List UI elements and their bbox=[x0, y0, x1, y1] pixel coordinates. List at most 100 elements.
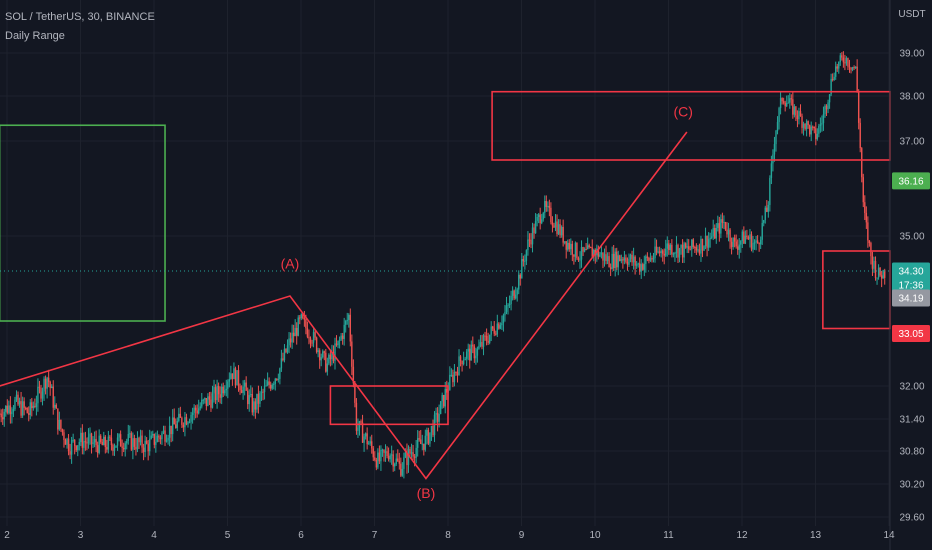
candle-body bbox=[795, 106, 797, 116]
candle-body bbox=[560, 226, 563, 236]
candle-body bbox=[880, 275, 883, 279]
candle-body bbox=[234, 368, 237, 386]
candle-body bbox=[502, 315, 505, 324]
candle-body bbox=[677, 245, 679, 258]
candle-body bbox=[374, 457, 376, 460]
candle-body bbox=[322, 351, 324, 358]
candle-body bbox=[44, 378, 47, 389]
candle-body bbox=[404, 452, 407, 458]
time-tick-label: 8 bbox=[445, 530, 451, 541]
candle-body bbox=[328, 354, 330, 364]
candle-body bbox=[305, 319, 307, 329]
candle-body bbox=[505, 305, 508, 312]
candle-body bbox=[548, 205, 551, 208]
candle-body bbox=[214, 387, 217, 401]
candle-body bbox=[769, 177, 771, 205]
candle-body bbox=[115, 445, 117, 448]
candle-body bbox=[217, 385, 220, 395]
candle-body bbox=[409, 448, 411, 454]
candle-body bbox=[495, 333, 497, 335]
candle-body bbox=[612, 253, 615, 269]
candle-body bbox=[813, 126, 815, 129]
candle-body bbox=[534, 220, 537, 234]
candle-body bbox=[537, 214, 540, 218]
abc-wave-line bbox=[0, 131, 688, 480]
candle-body bbox=[453, 372, 456, 383]
candle-body bbox=[369, 441, 371, 444]
candle-body bbox=[671, 244, 673, 255]
candle-body bbox=[698, 249, 701, 254]
candle-body bbox=[429, 432, 431, 444]
candle-body bbox=[198, 408, 200, 414]
candle-body bbox=[34, 405, 36, 407]
candle-body bbox=[689, 249, 691, 251]
candle-body bbox=[259, 392, 261, 404]
candle-body bbox=[211, 393, 214, 408]
candle-body bbox=[337, 340, 339, 346]
candle-body bbox=[371, 441, 373, 449]
candle-body bbox=[822, 114, 825, 124]
time-axis[interactable]: 2 3 4 5 6 7 8 9 10 11 12 13 14 bbox=[4, 530, 895, 541]
candle-body bbox=[394, 464, 396, 467]
candle-body bbox=[488, 334, 491, 343]
time-tick-label: 6 bbox=[298, 530, 304, 541]
candle-body bbox=[423, 443, 425, 450]
candle-body bbox=[150, 435, 152, 439]
candle-body bbox=[511, 290, 514, 296]
candle-body bbox=[625, 257, 627, 262]
time-tick-label: 2 bbox=[4, 530, 10, 541]
candle-body bbox=[668, 243, 670, 251]
candle-body bbox=[325, 352, 327, 372]
candle-body bbox=[620, 259, 623, 261]
candle-body bbox=[384, 451, 387, 453]
candle-body bbox=[299, 317, 301, 319]
candle-body bbox=[508, 304, 511, 306]
candle-body bbox=[686, 246, 688, 248]
candle-body bbox=[181, 417, 183, 425]
candle-body bbox=[738, 244, 740, 250]
candle-body bbox=[568, 242, 570, 250]
candle-body bbox=[602, 252, 604, 261]
candle-body bbox=[490, 326, 492, 335]
candle-body bbox=[452, 374, 454, 383]
candle-body bbox=[542, 212, 544, 220]
candle-body bbox=[873, 260, 875, 269]
candle-body bbox=[658, 251, 661, 254]
candle-body bbox=[545, 201, 548, 207]
candle-body bbox=[528, 239, 531, 241]
candle-body bbox=[614, 251, 616, 269]
annotation-box bbox=[329, 385, 449, 426]
candle-body bbox=[351, 341, 353, 367]
candle-body bbox=[130, 433, 133, 450]
candle-body bbox=[749, 234, 751, 240]
time-tick-label: 4 bbox=[151, 530, 157, 541]
candle-body bbox=[871, 256, 874, 269]
candle-body bbox=[539, 214, 541, 224]
candle-body bbox=[225, 388, 227, 391]
candle-body bbox=[343, 324, 345, 339]
candle-body bbox=[854, 66, 857, 69]
candle-body bbox=[828, 94, 831, 103]
candle-body bbox=[639, 263, 641, 272]
candle-body bbox=[5, 405, 7, 412]
indicator-title[interactable]: Daily Range bbox=[5, 30, 65, 42]
price-axis[interactable]: USDT 39.00 38.00 37.00 35.00 32.00 31.40 30.80 3… bbox=[898, 9, 925, 524]
candle-body bbox=[280, 358, 283, 369]
candle-body bbox=[256, 393, 258, 410]
candle-body bbox=[51, 386, 53, 388]
candle-body bbox=[623, 257, 626, 261]
candle-body bbox=[135, 446, 137, 450]
candle-body bbox=[499, 325, 502, 329]
candle-body bbox=[96, 445, 99, 453]
candle-body bbox=[438, 413, 440, 422]
candle-body bbox=[248, 395, 250, 405]
candle-body bbox=[127, 434, 129, 441]
candle-body bbox=[286, 345, 289, 353]
candle-body bbox=[692, 239, 695, 247]
candle-body bbox=[559, 224, 561, 236]
time-tick-label: 12 bbox=[736, 530, 748, 541]
candle-body bbox=[250, 394, 252, 396]
candle-body bbox=[219, 394, 221, 398]
candle-body bbox=[269, 384, 272, 389]
